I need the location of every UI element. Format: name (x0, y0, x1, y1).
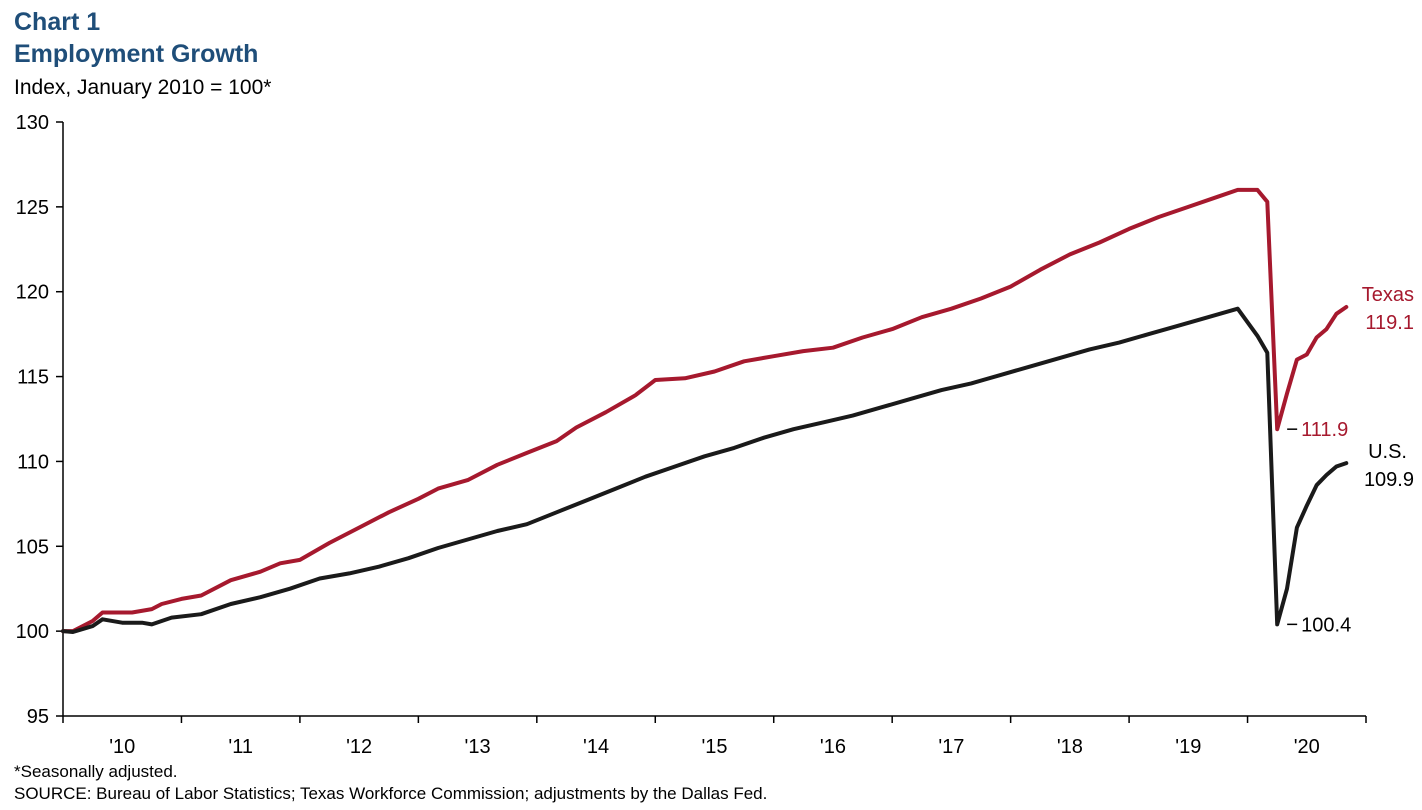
y-tick-label: 95 (27, 706, 49, 728)
x-tick-label: '20 (1294, 736, 1320, 758)
x-tick-label: '10 (109, 736, 135, 758)
end-value-us: 109.9 (1364, 469, 1414, 491)
series-label-us: U.S. (1368, 441, 1407, 463)
chart-subtitle: Index, January 2010 = 100* (14, 76, 272, 99)
y-tick-label: 110 (17, 451, 49, 473)
x-tick-label: '17 (938, 736, 964, 758)
x-tick-label: '16 (820, 736, 846, 758)
x-tick-label: '13 (465, 736, 491, 758)
y-tick-label: 130 (16, 112, 49, 134)
trough-label-texas: 111.9 (1301, 419, 1348, 441)
x-tick-label: '11 (228, 736, 253, 758)
source-note: SOURCE: Bureau of Labor Statistics; Texa… (14, 784, 768, 803)
end-value-texas: 119.1 (1365, 312, 1414, 334)
y-tick-label: 100 (16, 621, 49, 643)
y-tick-label: 115 (17, 367, 49, 389)
x-tick-label: '19 (1175, 736, 1201, 758)
y-tick-label: 125 (16, 197, 49, 219)
x-tick-label: '12 (346, 736, 372, 758)
series-label-texas: Texas (1362, 284, 1414, 306)
footnote: *Seasonally adjusted. (14, 762, 178, 781)
y-tick-label: 105 (16, 536, 49, 558)
y-tick-label: 120 (16, 282, 49, 304)
trough-label-us: 100.4 (1301, 614, 1351, 636)
x-tick-label: '18 (1057, 736, 1083, 758)
series-line-texas (61, 187, 1349, 634)
x-tick-label: '15 (701, 736, 727, 758)
chart-number: Chart 1 (14, 8, 101, 36)
chart-title: Employment Growth (14, 40, 259, 68)
x-tick-label: '14 (583, 736, 609, 758)
series-line-us (61, 306, 1349, 634)
